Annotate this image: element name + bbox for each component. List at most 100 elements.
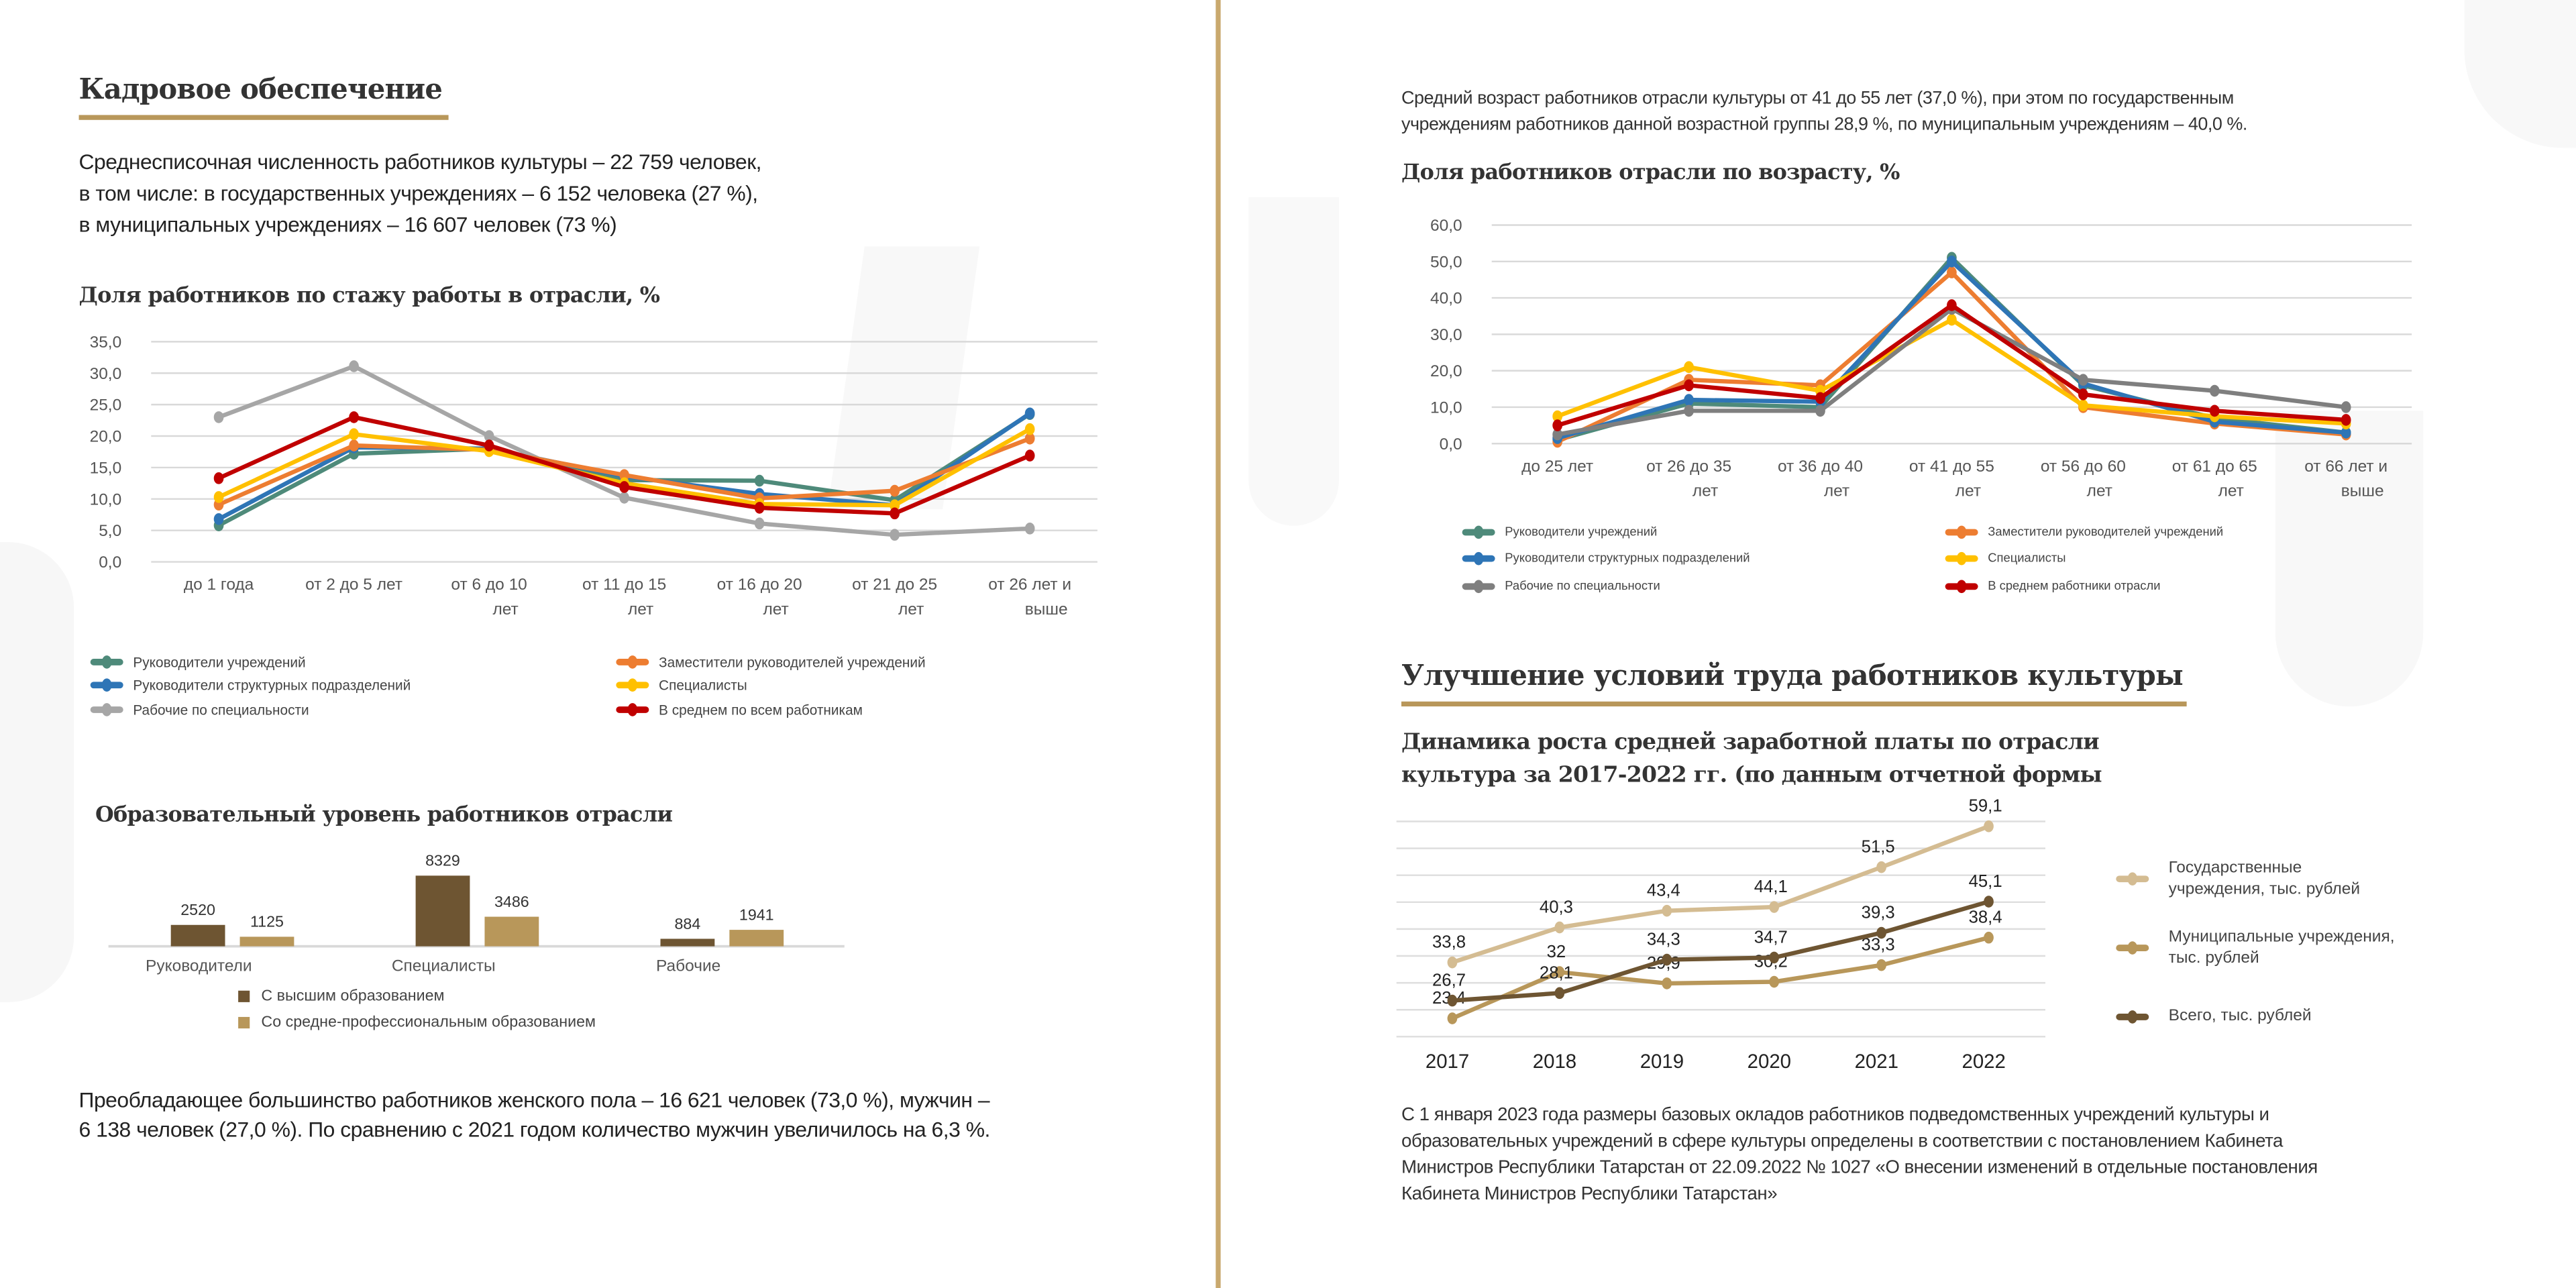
text-line: Кабинета Министров Республики Татарстан» xyxy=(1401,1184,1778,1205)
data-point xyxy=(1662,904,1672,917)
x-tick-label: от 66 лет и xyxy=(2304,458,2387,476)
data-label: 33,8 xyxy=(1432,933,1466,952)
data-point xyxy=(619,492,629,504)
data-point xyxy=(1552,428,1562,441)
legend-item: В среднем по всем работникам xyxy=(616,702,863,718)
legend-label: Руководители структурных подразделений xyxy=(1505,550,1750,566)
legend-marker-icon xyxy=(616,703,649,716)
category-label: Специалисты xyxy=(392,957,496,975)
bar-value-label: 2520 xyxy=(180,901,215,918)
legend-label: Рабочие по специальности xyxy=(1505,578,1660,594)
x-tick-label: лет xyxy=(1955,482,1981,500)
data-point xyxy=(2209,384,2220,397)
legend-label: Государственные учреждения, тыс. рублей xyxy=(2168,859,2361,899)
y-tick-label: 25,0 xyxy=(90,396,122,415)
data-point xyxy=(1947,266,1957,278)
data-point xyxy=(1984,896,1994,908)
y-tick-label: 0,0 xyxy=(1440,435,1462,453)
text-line: учреждениям работников данной возрастной… xyxy=(1401,115,2247,135)
data-label: 28,1 xyxy=(1540,963,1573,982)
bar xyxy=(660,938,715,947)
data-point xyxy=(349,411,359,423)
legend-item: Со средне-профессиональным образованием xyxy=(238,1014,596,1032)
series-line xyxy=(1451,935,1990,1020)
bar xyxy=(415,875,470,947)
text-line: С 1 января 2023 года размеры базовых окл… xyxy=(1401,1106,2269,1126)
legend-item: Руководители структурных подразделений xyxy=(90,677,411,693)
x-tick-label: 2021 xyxy=(1855,1051,1898,1073)
x-tick-label: от 2 до 5 лет xyxy=(305,576,402,594)
data-point xyxy=(754,517,765,530)
legend-item: Рабочие по специальности xyxy=(1462,578,1660,593)
legend-marker-icon xyxy=(90,678,123,692)
legend-item: Руководители структурных подразделений xyxy=(1462,550,1750,565)
y-tick-label: 40,0 xyxy=(1430,290,1462,308)
series-line xyxy=(1452,899,1990,1003)
legend-label: В среднем по всем работникам xyxy=(659,701,863,718)
data-point xyxy=(1024,423,1035,435)
x-tick-label: 2017 xyxy=(1426,1051,1469,1073)
x-tick-label: выше xyxy=(2341,482,2384,500)
x-tick-label: от 16 до 20 xyxy=(717,576,802,594)
x-tick-label: лет xyxy=(628,600,653,619)
data-label: 43,4 xyxy=(1647,881,1680,900)
data-label: 44,1 xyxy=(1754,877,1788,896)
data-label: 32 xyxy=(1547,943,1566,961)
x-tick-label: лет xyxy=(2218,482,2244,500)
data-point xyxy=(213,472,224,484)
y-tick-label: 30,0 xyxy=(90,365,122,383)
data-point xyxy=(2341,427,2351,439)
data-point xyxy=(1684,405,1694,417)
data-point xyxy=(1024,432,1035,445)
legend-item: Заместители руководителей учреждений xyxy=(1945,524,2223,539)
text-line: в том числе: в государственных учреждени… xyxy=(78,180,759,206)
data-label: 39,3 xyxy=(1862,903,1895,922)
background-ornament xyxy=(2275,411,2424,707)
legend-swatch-icon xyxy=(238,1016,250,1029)
data-point xyxy=(2078,399,2088,412)
x-tick-label: от 36 до 40 xyxy=(1778,458,1863,476)
legend-label: Рабочие по специальности xyxy=(133,701,309,718)
x-tick-label: 2020 xyxy=(1748,1051,1791,1073)
category-label: Руководители xyxy=(146,957,252,975)
data-point xyxy=(1447,994,1458,1007)
data-point xyxy=(1554,987,1565,1000)
x-tick-label: от 61 до 65 xyxy=(2172,458,2257,476)
legend-marker-icon xyxy=(2116,941,2149,955)
data-label: 26,7 xyxy=(1432,971,1466,990)
data-point xyxy=(1552,410,1562,423)
data-point xyxy=(1554,921,1565,934)
text-line: в муниципальных учреждениях – 16 607 чел… xyxy=(78,211,617,237)
x-tick-label: лет xyxy=(492,600,518,619)
data-label: 34,3 xyxy=(1647,930,1680,949)
legend-marker-icon xyxy=(1462,551,1495,565)
x-tick-label: 2018 xyxy=(1533,1051,1576,1073)
series-line xyxy=(1451,824,1990,965)
data-point xyxy=(754,474,765,487)
data-point xyxy=(1684,394,1694,406)
legend-label: Заместители руководителей учреждений xyxy=(659,653,926,671)
data-point xyxy=(2078,388,2088,400)
data-point xyxy=(890,507,900,520)
category-label: Рабочие xyxy=(656,957,720,975)
y-tick-label: 10,0 xyxy=(90,490,122,508)
text-line: культура за 2017-2022 гг. (по данным отч… xyxy=(1401,762,2102,789)
bar-value-label: 884 xyxy=(675,915,701,932)
data-point xyxy=(484,430,494,442)
legend-marker-icon xyxy=(616,678,649,692)
bar xyxy=(170,924,225,947)
legend-marker-icon xyxy=(1945,579,1978,592)
legend-label: Всего, тыс. рублей xyxy=(2168,1007,2312,1026)
data-point xyxy=(1662,953,1672,966)
data-label: 38,4 xyxy=(1969,908,2002,927)
data-point xyxy=(2209,405,2220,417)
data-point xyxy=(484,439,494,451)
bar xyxy=(484,916,539,947)
intro-paragraph: Среднесписочная численность работников к… xyxy=(78,146,762,240)
x-tick-label: от 26 до 35 xyxy=(1646,458,1731,476)
data-point xyxy=(2078,374,2088,386)
legend-item: Государственные учреждения, тыс. рублей xyxy=(2116,857,2398,900)
data-point xyxy=(1769,901,1780,913)
